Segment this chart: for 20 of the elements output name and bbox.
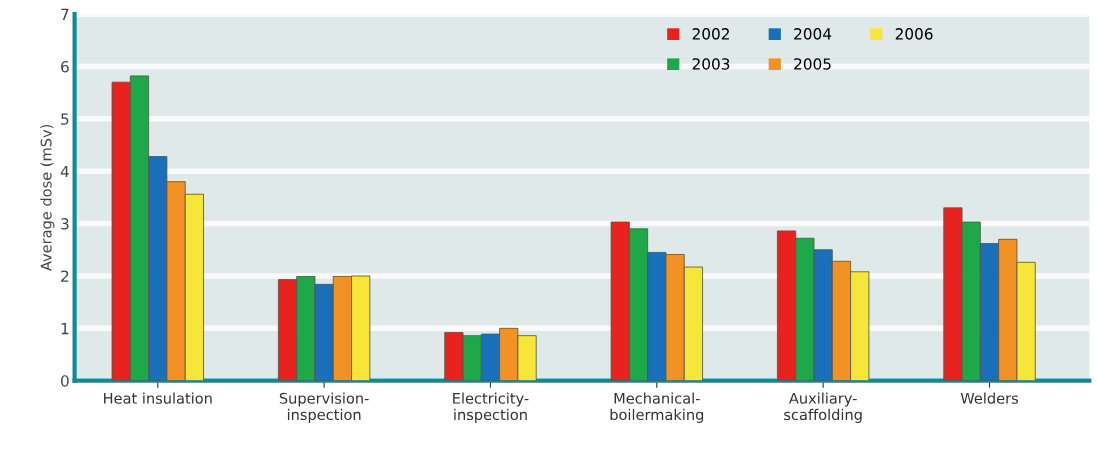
y-tick-label: 3 — [61, 218, 69, 230]
x-tick-label: Mechanical- boilermaking — [610, 392, 704, 423]
x-tick-label: Heat insulation — [104, 392, 212, 404]
legend-label: 2004 — [794, 28, 832, 40]
legend-label: 2002 — [692, 28, 729, 40]
y-tick-label: 2 — [61, 270, 69, 282]
legend-label: 2006 — [895, 28, 933, 40]
x-tick-label: Auxiliary- scaffolding — [784, 392, 862, 423]
legend-label: 2005 — [794, 58, 831, 70]
legend-label: 2003 — [692, 58, 730, 70]
y-tick-label: 1 — [61, 322, 69, 335]
y-tick-label: 0 — [61, 375, 69, 387]
y-tick-label: 4 — [60, 165, 69, 178]
y-tick-label: 5 — [61, 113, 69, 125]
y-axis-title: Average dose (mSv) — [40, 124, 55, 271]
y-tick-label: 6 — [61, 60, 69, 73]
x-tick-label: Welders — [960, 392, 1018, 404]
x-tick-label: Supervision- inspection — [279, 392, 369, 423]
x-tick-label: Electricity- inspection — [453, 392, 529, 423]
y-tick-label: 7 — [61, 8, 69, 20]
